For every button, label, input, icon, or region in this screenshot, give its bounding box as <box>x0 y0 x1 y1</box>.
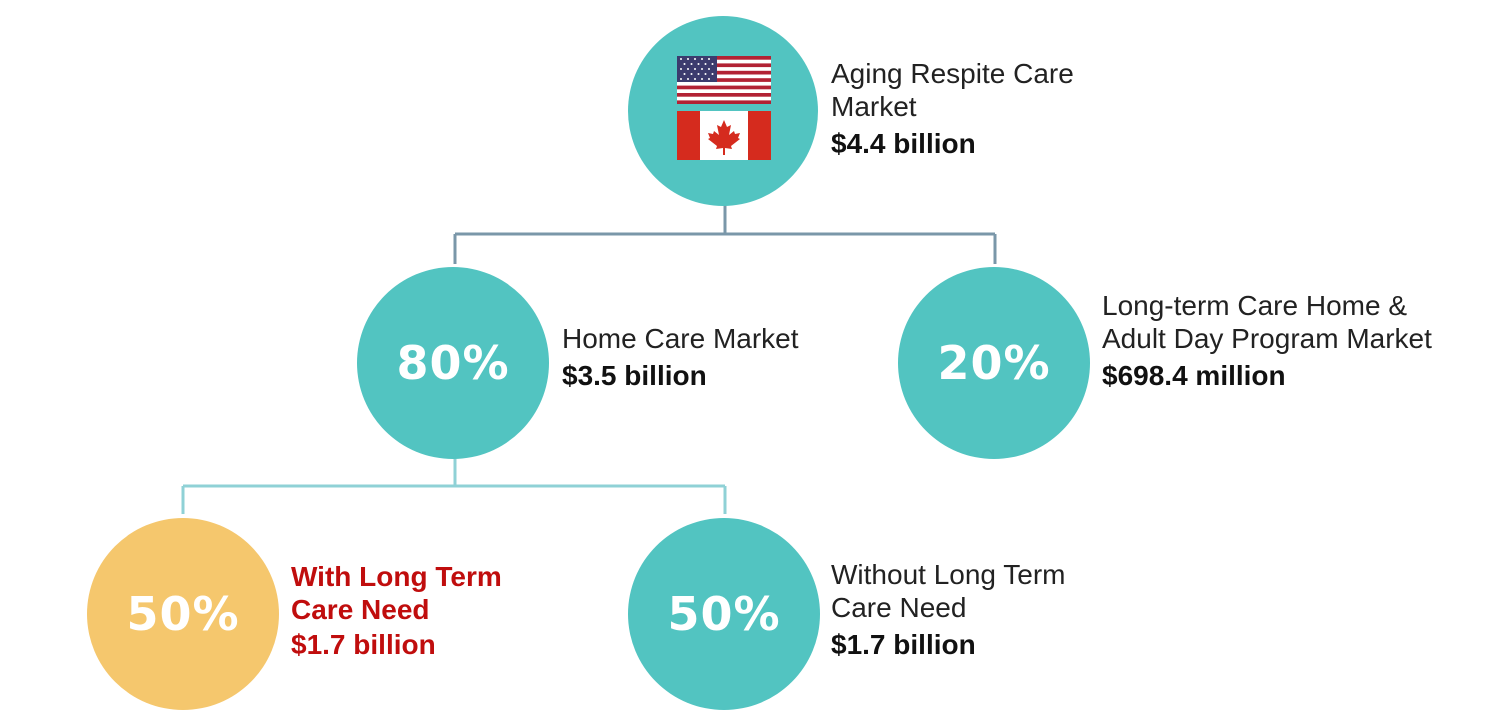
long-term-care-circle: 20% <box>898 267 1090 459</box>
without-ltc-need-percent: 50% <box>667 587 781 641</box>
without-ltc-need-amount: $1.7 billion <box>831 629 976 660</box>
with-ltc-need-text: With Long Term Care Need $1.7 billion <box>291 560 541 661</box>
flags-group <box>677 56 771 160</box>
without-ltc-need-label: Without Long Term Care Need <box>831 559 1066 623</box>
with-ltc-need-percent: 50% <box>126 587 240 641</box>
long-term-care-label: Long-term Care Home & Adult Day Program … <box>1102 290 1432 354</box>
with-ltc-need-label: With Long Term Care Need <box>291 561 502 625</box>
home-care-amount: $3.5 billion <box>562 360 707 391</box>
root-text: Aging Respite Care Market $4.4 billion <box>831 57 1151 160</box>
long-term-care-amount: $698.4 million <box>1102 360 1286 391</box>
root-label: Aging Respite Care Market <box>831 58 1074 122</box>
without-ltc-need-text: Without Long Term Care Need $1.7 billion <box>831 558 1121 661</box>
home-care-circle: 80% <box>357 267 549 459</box>
home-care-connector <box>181 458 727 514</box>
without-ltc-need-circle: 50% <box>628 518 820 710</box>
long-term-care-text: Long-term Care Home & Adult Day Program … <box>1102 289 1432 392</box>
home-care-text: Home Care Market $3.5 billion <box>562 322 862 392</box>
home-care-label: Home Care Market <box>562 323 799 354</box>
root-connector <box>453 200 997 264</box>
home-care-percent: 80% <box>396 336 510 390</box>
us-flag-icon <box>677 56 771 104</box>
canada-flag-icon <box>677 111 771 160</box>
with-ltc-need-circle: 50% <box>87 518 279 710</box>
with-ltc-need-amount: $1.7 billion <box>291 629 436 660</box>
long-term-care-percent: 20% <box>937 336 1051 390</box>
root-amount: $4.4 billion <box>831 128 976 159</box>
